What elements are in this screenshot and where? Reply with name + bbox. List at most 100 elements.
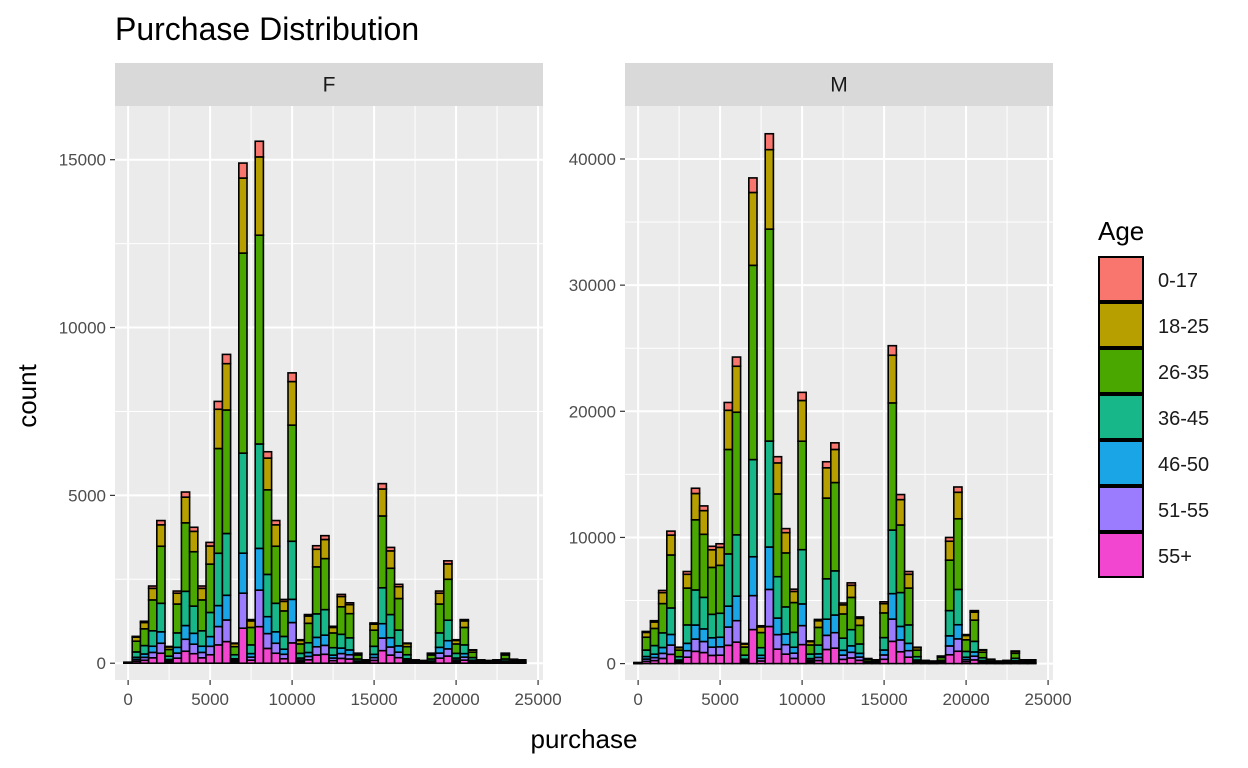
bar-segment bbox=[854, 624, 865, 645]
bar-segment bbox=[147, 629, 158, 648]
bar-segment bbox=[303, 641, 314, 654]
bar-segment bbox=[188, 550, 199, 607]
legend-swatch bbox=[1098, 440, 1144, 486]
bar-segment bbox=[789, 588, 799, 593]
bar-segment bbox=[188, 526, 199, 533]
facet-panel-F: F 0 5000 10000 15000 20000 25000 0 5000 10000 1500… bbox=[59, 63, 562, 709]
bar-segment bbox=[295, 643, 306, 655]
bar-segment bbox=[156, 602, 166, 633]
bar-segment bbox=[977, 651, 988, 659]
bar-segment bbox=[238, 552, 248, 594]
bar-segment bbox=[221, 353, 232, 365]
bar-segment bbox=[393, 645, 404, 653]
bar-segment bbox=[279, 600, 289, 612]
bar-segment bbox=[205, 611, 216, 638]
bar-segment bbox=[748, 264, 758, 461]
bar-segment bbox=[690, 492, 701, 521]
bar-segment bbox=[952, 517, 963, 591]
bar-segment bbox=[311, 544, 322, 551]
bar-segment bbox=[895, 639, 906, 653]
bar-segment bbox=[246, 620, 257, 629]
legend-label: 36-45 bbox=[1158, 408, 1209, 430]
bar-segment bbox=[895, 498, 906, 526]
bar-segment bbox=[944, 645, 955, 656]
bar-segment bbox=[377, 488, 388, 517]
bar-segment bbox=[641, 636, 652, 651]
bar-segment bbox=[854, 616, 865, 620]
bar-segment bbox=[328, 632, 338, 649]
x-tick-label: 15000 bbox=[860, 690, 907, 709]
bar-segment bbox=[279, 635, 289, 650]
bar-segment bbox=[707, 654, 717, 665]
bar-segment bbox=[459, 620, 470, 629]
facet-strip-label: M bbox=[830, 74, 848, 97]
x-tick-label: 25000 bbox=[1024, 690, 1071, 709]
bar-segment bbox=[666, 644, 676, 656]
bar-segment bbox=[311, 566, 322, 615]
bar-segment bbox=[164, 645, 175, 648]
bar-segment bbox=[821, 460, 832, 469]
bar-segment bbox=[393, 629, 404, 647]
bar-segment bbox=[377, 649, 388, 665]
bar-segment bbox=[385, 646, 396, 656]
bar-segment bbox=[879, 602, 889, 614]
bar-segment bbox=[287, 372, 298, 383]
bar-segment bbox=[764, 588, 775, 628]
bar-segment bbox=[238, 252, 248, 454]
bar-segment bbox=[336, 647, 347, 655]
y-tick-label: 5000 bbox=[68, 486, 106, 505]
bar-segment bbox=[336, 593, 347, 598]
bar-segment bbox=[467, 651, 478, 659]
x-tick-label: 5000 bbox=[191, 690, 229, 709]
bar-segment bbox=[969, 640, 980, 653]
bar-segment bbox=[903, 656, 914, 665]
bar-segment bbox=[821, 467, 832, 499]
x-tick-label: 10000 bbox=[778, 690, 825, 709]
bar-segment bbox=[895, 650, 906, 665]
bar-segment bbox=[707, 636, 717, 648]
bar-segment bbox=[854, 617, 865, 627]
bar-segment bbox=[772, 462, 783, 495]
bar-segment bbox=[657, 602, 668, 634]
bar-segment bbox=[903, 624, 914, 645]
bar-segment bbox=[393, 583, 404, 588]
bar-segment bbox=[666, 534, 676, 556]
bar-segment bbox=[887, 618, 898, 643]
bar-segment bbox=[952, 491, 963, 520]
y-tick-label: 30000 bbox=[569, 276, 616, 295]
bar-segment bbox=[764, 228, 775, 442]
bar-segment bbox=[254, 625, 265, 665]
legend-label: 51-55 bbox=[1158, 500, 1209, 522]
bar-segment bbox=[320, 608, 330, 636]
bar-segment bbox=[147, 587, 158, 601]
legend-label: 0-17 bbox=[1158, 270, 1198, 292]
bar-segment bbox=[797, 643, 808, 665]
bar-segment bbox=[838, 637, 848, 652]
y-tick-label: 10000 bbox=[569, 528, 616, 547]
bar-segment bbox=[262, 573, 273, 618]
bar-segment bbox=[805, 644, 816, 655]
bar-segment bbox=[156, 524, 166, 548]
bar-segment bbox=[764, 625, 775, 665]
bar-segment bbox=[772, 648, 783, 665]
bar-segment bbox=[944, 609, 955, 637]
bar-segment bbox=[213, 447, 224, 555]
bar-segment bbox=[690, 650, 701, 665]
bar-segment bbox=[952, 486, 963, 494]
bar-segment bbox=[434, 632, 445, 649]
bar-segment bbox=[690, 519, 701, 591]
bar-segment bbox=[641, 630, 652, 634]
bar-segment bbox=[377, 622, 388, 639]
bar-segment bbox=[797, 391, 808, 402]
y-tick-label: 0 bbox=[97, 654, 106, 673]
bar-segment bbox=[731, 365, 742, 414]
bar-segment bbox=[715, 636, 726, 648]
bar-segment bbox=[666, 653, 676, 665]
bar-segment bbox=[731, 595, 742, 622]
bar-segment bbox=[213, 625, 224, 646]
bar-segment bbox=[320, 557, 330, 611]
bar-segment bbox=[180, 638, 191, 653]
bar-segment bbox=[320, 644, 330, 656]
bar-segment bbox=[377, 637, 388, 652]
